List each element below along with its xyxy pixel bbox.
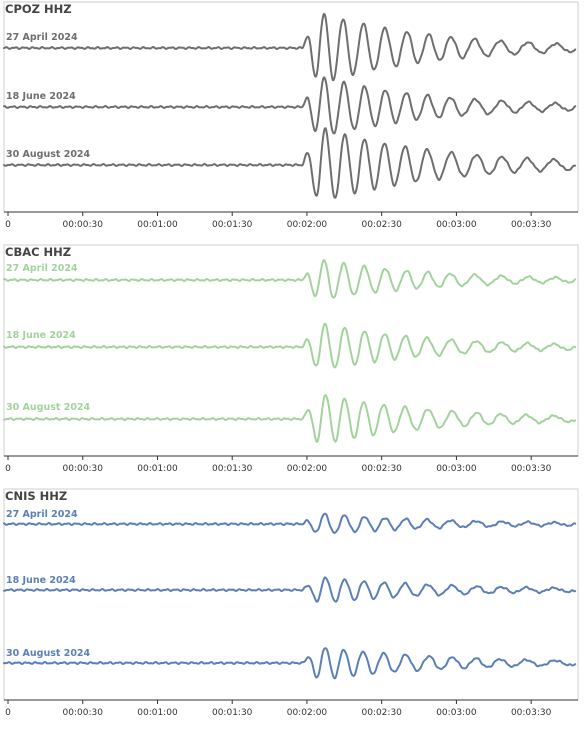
- waveform-trace: [3, 127, 577, 199]
- x-tick-label: 00:03:00: [436, 220, 477, 230]
- x-tick-label: 00:03:30: [511, 708, 552, 718]
- trace-label: 18 June 2024: [6, 575, 76, 586]
- trace-label: 18 June 2024: [6, 91, 76, 102]
- x-tick-label: 0: [5, 708, 11, 718]
- x-tick-label: 00:03:30: [511, 220, 552, 230]
- x-tick-label: 00:02:00: [287, 220, 328, 230]
- x-tick-label: 00:00:30: [63, 708, 104, 718]
- panel-1: CBAC HHZ 27 April 2024 18 June 2024 30 Augu…: [3, 244, 579, 474]
- trace-label: 27 April 2024: [6, 263, 78, 274]
- panel-2: CNIS HHZ 27 April 2024 18 June 2024 30 Augu…: [3, 488, 579, 718]
- x-tick-label: 00:03:00: [436, 708, 477, 718]
- panel-frame: [3, 488, 579, 701]
- trace-label: 27 April 2024: [6, 509, 78, 520]
- x-tick-label: 00:03:30: [511, 464, 552, 474]
- trace-label: 30 August 2024: [6, 648, 91, 659]
- x-tick-label: 0: [5, 464, 11, 474]
- waveform-trace: [3, 12, 577, 82]
- x-tick-label: 00:02:30: [361, 220, 402, 230]
- waveform-trace: [3, 512, 577, 534]
- x-tick-label: 00:02:30: [361, 708, 402, 718]
- x-tick-label: 00:01:00: [137, 220, 178, 230]
- trace-label: 30 August 2024: [6, 402, 91, 413]
- waveform-trace: [3, 322, 577, 369]
- x-tick-label: 00:00:30: [63, 464, 104, 474]
- x-tick-label: 00:01:30: [212, 220, 253, 230]
- waveform-trace: [3, 76, 577, 135]
- x-tick-label: 00:02:30: [361, 464, 402, 474]
- x-tick-label: 00:01:30: [212, 708, 253, 718]
- waveform-trace: [3, 576, 577, 603]
- x-tick-label: 00:02:00: [287, 708, 328, 718]
- x-tick-label: 00:03:00: [436, 464, 477, 474]
- waveform-trace: [3, 259, 577, 299]
- x-tick-label: 00:01:30: [212, 464, 253, 474]
- waveform-trace: [3, 647, 577, 680]
- panel-title: CPOZ HHZ: [5, 2, 72, 16]
- trace-label: 27 April 2024: [6, 32, 78, 43]
- trace-label: 18 June 2024: [6, 330, 76, 341]
- panel-0: CPOZ HHZ 27 April 2024 18 June 2024 30 Augu…: [3, 1, 579, 230]
- x-tick-label: 00:01:00: [137, 708, 178, 718]
- panel-title: CNIS HHZ: [5, 489, 67, 503]
- panel-title: CBAC HHZ: [5, 245, 71, 259]
- x-tick-label: 00:02:00: [287, 464, 328, 474]
- waveform-trace: [3, 394, 577, 443]
- trace-label: 30 August 2024: [6, 149, 91, 160]
- x-tick-label: 0: [5, 220, 11, 230]
- x-tick-label: 00:01:00: [137, 464, 178, 474]
- x-tick-label: 00:00:30: [63, 220, 104, 230]
